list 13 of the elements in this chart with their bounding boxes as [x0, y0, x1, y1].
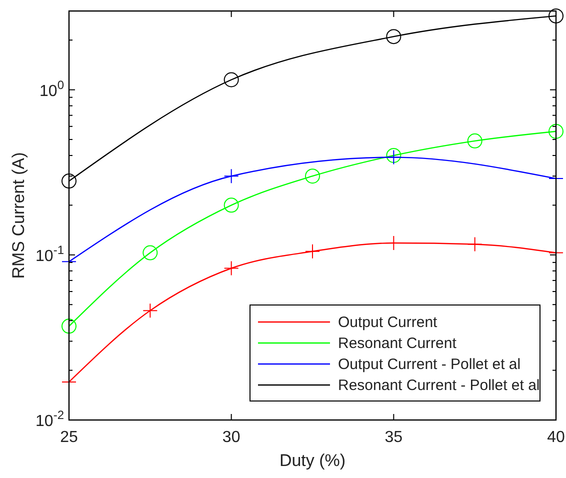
legend-label: Resonant Current — [338, 335, 458, 352]
y-axis-title: RMS Current (A) — [9, 152, 28, 279]
legend-label: Resonant Current - Pollet et al — [338, 377, 540, 394]
y-tick-label: 10$^{-2}$ — [36, 408, 64, 430]
legend-label: Output Current — [338, 314, 438, 331]
legend-label: Output Current - Pollet et al — [338, 356, 521, 373]
y-tick-label: 10$^{-1}$ — [36, 242, 64, 265]
y-tick-label: 10$^{0}$ — [40, 78, 64, 100]
x-tick-label: 40 — [547, 429, 565, 446]
x-tick-label: 25 — [60, 429, 78, 446]
x-tick-label: 30 — [222, 429, 240, 446]
x-tick-label: 35 — [384, 429, 403, 446]
x-axis-title: Duty (%) — [279, 451, 346, 470]
